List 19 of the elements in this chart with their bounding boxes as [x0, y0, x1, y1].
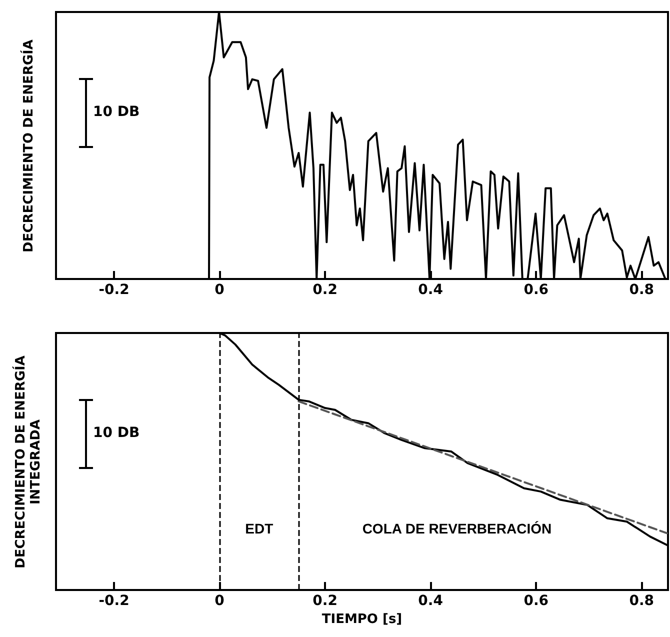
- x-tick-label: 0.8: [629, 593, 654, 609]
- annotation: EDT: [245, 520, 274, 536]
- x-tick-label: 0.6: [524, 282, 549, 298]
- x-tick-label: 0: [214, 282, 225, 298]
- y-axis-title: DECRECIMIENTO DE ENERGÍA: [20, 38, 36, 254]
- annotation: 10 DB: [93, 104, 140, 120]
- x-axis-title: TIEMPO [s]: [322, 612, 402, 627]
- x-tick-label: 0.6: [524, 593, 549, 609]
- x-tick-label: -0.2: [98, 282, 130, 298]
- annotation: 10 DB: [93, 425, 140, 441]
- annotation: COLA DE REVERBERACIÓN: [362, 520, 552, 536]
- x-tick-label: 0: [214, 593, 225, 609]
- x-tick-label: -0.2: [98, 593, 130, 609]
- x-tick-label: 0.8: [629, 282, 654, 298]
- x-tick-label: 0.2: [312, 593, 338, 609]
- x-tick-label: 0.2: [312, 282, 338, 298]
- x-tick-label: 0.4: [418, 593, 444, 609]
- y-axis-title: DECRECIMIENTO DE ENERGÍA INTEGRADA: [12, 354, 44, 570]
- x-tick-label: 0.4: [418, 282, 444, 298]
